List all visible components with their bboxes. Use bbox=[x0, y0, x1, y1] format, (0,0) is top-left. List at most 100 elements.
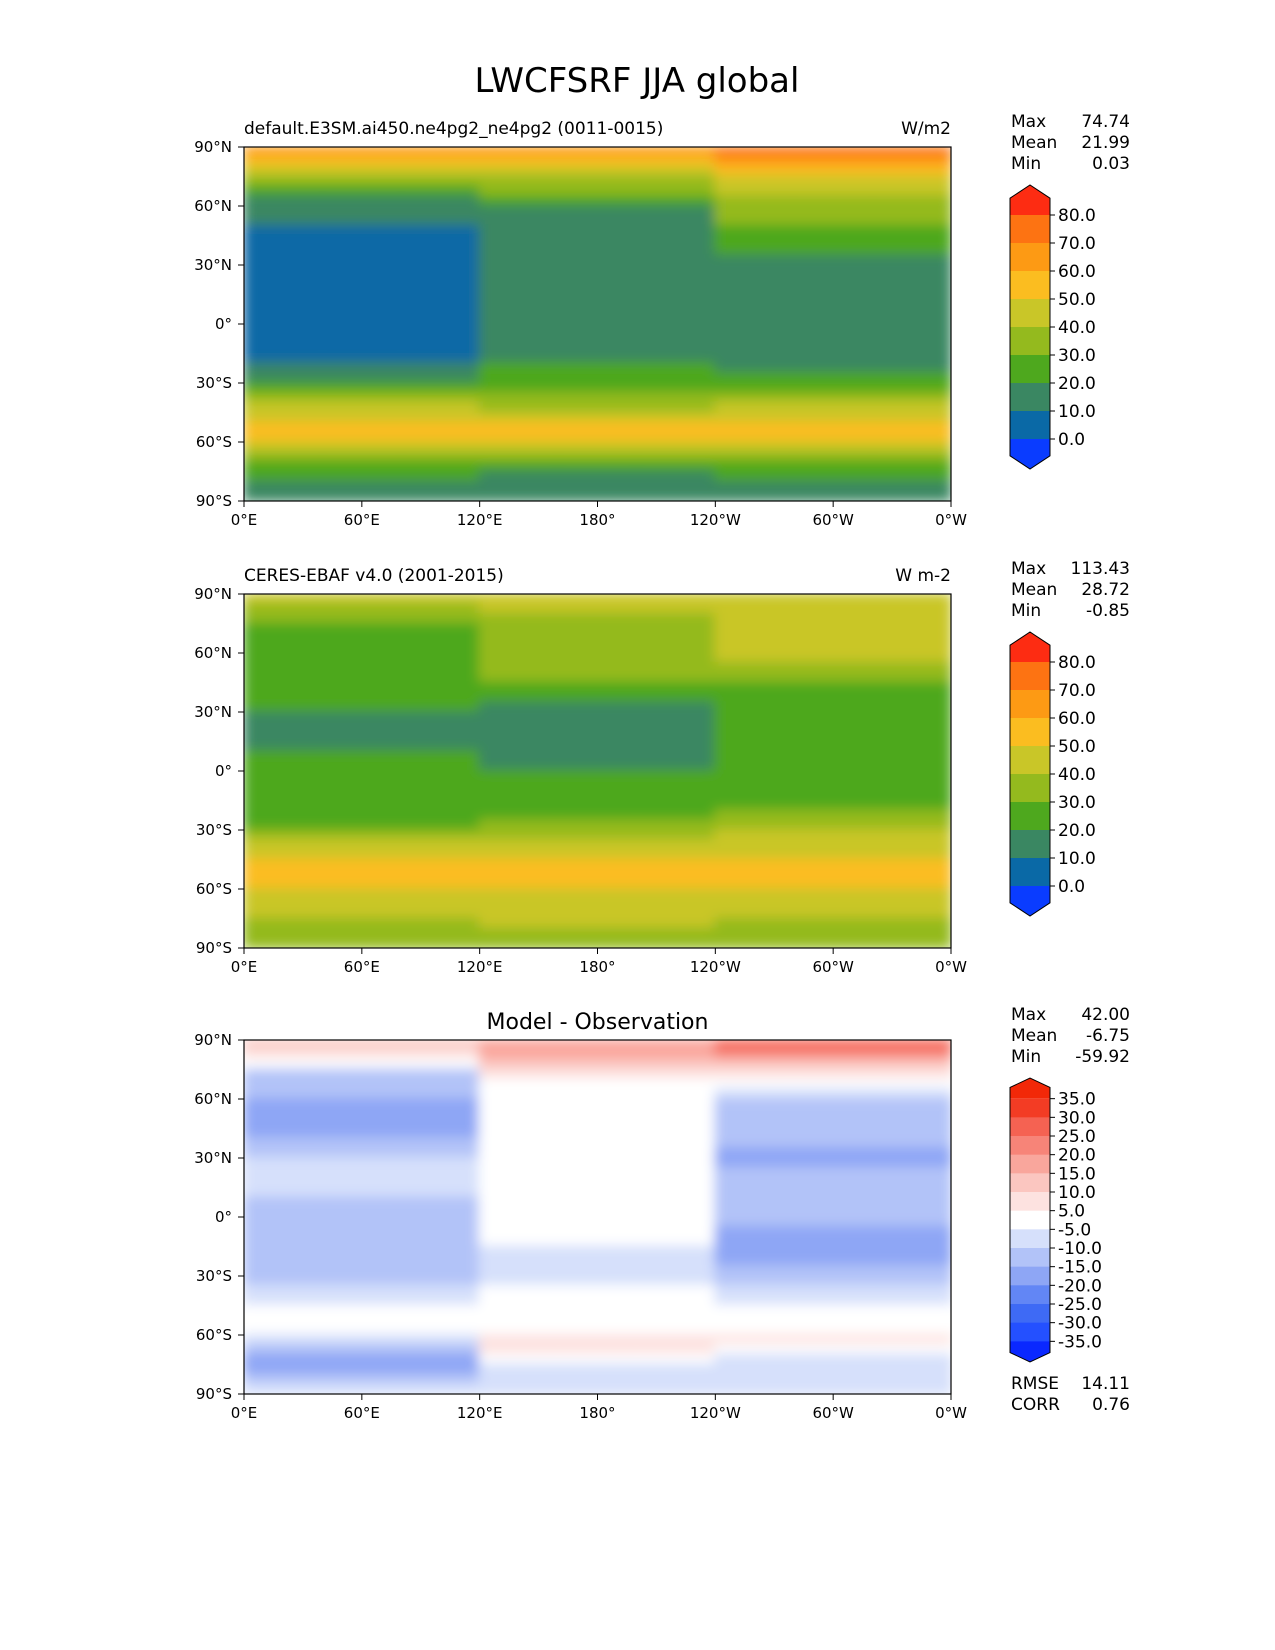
colorbar-segment bbox=[1010, 271, 1050, 300]
field-cell bbox=[400, 1040, 481, 1051]
y-tick-label: 30°N bbox=[194, 256, 232, 274]
field-cell bbox=[557, 1284, 638, 1297]
field-cell bbox=[871, 391, 951, 404]
field-cell bbox=[244, 372, 324, 384]
colorbar-tick-label: 50.0 bbox=[1058, 290, 1096, 310]
field-cell bbox=[478, 273, 560, 286]
stat-value-max: 74.74 bbox=[1081, 112, 1130, 132]
field-cell bbox=[871, 622, 951, 635]
field-cell bbox=[635, 205, 717, 217]
field-cell bbox=[871, 730, 951, 743]
field-cell bbox=[557, 1334, 638, 1346]
panel-title-left: default.E3SM.ai450.ne4pg2_ne4pg2 (0011-0… bbox=[244, 119, 663, 139]
field-cell bbox=[321, 1157, 403, 1169]
field-cell bbox=[557, 750, 638, 763]
field-cell bbox=[714, 1040, 795, 1051]
x-tick-label: 120°E bbox=[457, 1404, 503, 1422]
field-cell bbox=[714, 652, 795, 664]
field-cell bbox=[714, 1137, 795, 1150]
field-cell bbox=[321, 165, 403, 178]
field-cell bbox=[792, 858, 874, 871]
field-cell bbox=[792, 1186, 874, 1199]
field-cell bbox=[714, 470, 795, 483]
field-cell bbox=[557, 927, 638, 940]
y-tick-label: 60°N bbox=[194, 197, 232, 215]
field-cell bbox=[792, 1245, 874, 1258]
field-cell bbox=[557, 382, 638, 394]
field-cell bbox=[635, 450, 717, 463]
colorbar-tick-label: 60.0 bbox=[1058, 709, 1096, 729]
field-cell bbox=[478, 362, 560, 375]
field-cell bbox=[557, 612, 638, 625]
field-cell bbox=[871, 441, 951, 453]
y-tick-label: 90°N bbox=[194, 1031, 232, 1049]
field-cell bbox=[792, 1058, 874, 1071]
field-cell bbox=[557, 195, 638, 207]
colorbar-tick-label: -20.0 bbox=[1058, 1276, 1102, 1296]
field-cell bbox=[557, 1343, 638, 1356]
y-tick-label: 0° bbox=[215, 1208, 232, 1226]
field-cell bbox=[792, 1068, 874, 1081]
field-cell bbox=[714, 323, 795, 335]
field-cell bbox=[400, 1334, 481, 1346]
map-field bbox=[244, 594, 951, 948]
field-cell bbox=[635, 1304, 717, 1317]
field-cell bbox=[792, 234, 874, 247]
field-cell bbox=[400, 283, 481, 296]
field-cell bbox=[244, 1334, 324, 1346]
field-cell bbox=[557, 421, 638, 434]
field-cell bbox=[714, 1058, 795, 1071]
field-cell bbox=[871, 450, 951, 463]
field-cell bbox=[400, 214, 481, 227]
field-cell bbox=[714, 1186, 795, 1199]
field-cell bbox=[400, 917, 481, 930]
field-cell bbox=[321, 632, 403, 645]
stat-label-min: Min bbox=[1011, 1047, 1041, 1067]
field-cell bbox=[400, 264, 481, 276]
field-cell bbox=[478, 1383, 560, 1394]
field-cell bbox=[635, 1186, 717, 1199]
field-cell bbox=[244, 770, 324, 782]
field-cell bbox=[478, 1373, 560, 1386]
field-cell bbox=[635, 214, 717, 227]
colorbar-segment bbox=[1010, 662, 1050, 691]
field-cell bbox=[321, 470, 403, 483]
field-cell bbox=[244, 1088, 324, 1100]
colorbar-segment bbox=[1010, 299, 1050, 328]
field-cell bbox=[635, 480, 717, 493]
field-cell bbox=[244, 711, 324, 723]
panel-title-center: Model - Observation bbox=[487, 1010, 709, 1035]
field-cell bbox=[478, 602, 560, 615]
field-cell bbox=[714, 829, 795, 841]
field-cell bbox=[478, 313, 560, 325]
field-cell bbox=[635, 1206, 717, 1218]
colorbar-tick-label: 10.0 bbox=[1058, 1183, 1096, 1203]
field-cell bbox=[557, 691, 638, 704]
field-cell bbox=[244, 661, 324, 674]
field-cell bbox=[792, 1078, 874, 1091]
field-cell bbox=[557, 1324, 638, 1336]
field-cell bbox=[400, 789, 481, 802]
field-cell bbox=[557, 1255, 638, 1268]
field-cell bbox=[244, 1275, 324, 1287]
field-cell bbox=[635, 888, 717, 900]
field-cell bbox=[557, 1206, 638, 1218]
field-cell bbox=[635, 1048, 717, 1061]
field-cell bbox=[400, 829, 481, 841]
field-cell bbox=[321, 1334, 403, 1346]
field-cell bbox=[792, 283, 874, 296]
field-cell bbox=[478, 1206, 560, 1218]
field-cell bbox=[321, 594, 403, 605]
field-cell bbox=[635, 602, 717, 615]
field-cell bbox=[635, 711, 717, 723]
field-cell bbox=[714, 283, 795, 296]
field-cell bbox=[400, 1235, 481, 1248]
field-cell bbox=[635, 1137, 717, 1150]
field-cell bbox=[792, 730, 874, 743]
field-cell bbox=[321, 652, 403, 664]
field-cell bbox=[400, 779, 481, 792]
field-cell bbox=[321, 937, 403, 948]
field-cell bbox=[714, 264, 795, 276]
field-cell bbox=[871, 1206, 951, 1218]
x-tick-label: 0°W bbox=[935, 958, 967, 976]
